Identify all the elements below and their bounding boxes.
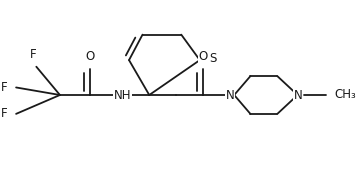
Text: F: F bbox=[1, 81, 8, 94]
Text: O: O bbox=[86, 50, 95, 63]
Text: O: O bbox=[199, 50, 208, 63]
Text: F: F bbox=[30, 48, 36, 61]
Text: CH₃: CH₃ bbox=[335, 88, 357, 101]
Text: N: N bbox=[226, 89, 234, 101]
Text: NH: NH bbox=[113, 89, 131, 102]
Text: N: N bbox=[294, 89, 303, 101]
Text: F: F bbox=[1, 107, 8, 120]
Text: S: S bbox=[210, 52, 217, 65]
